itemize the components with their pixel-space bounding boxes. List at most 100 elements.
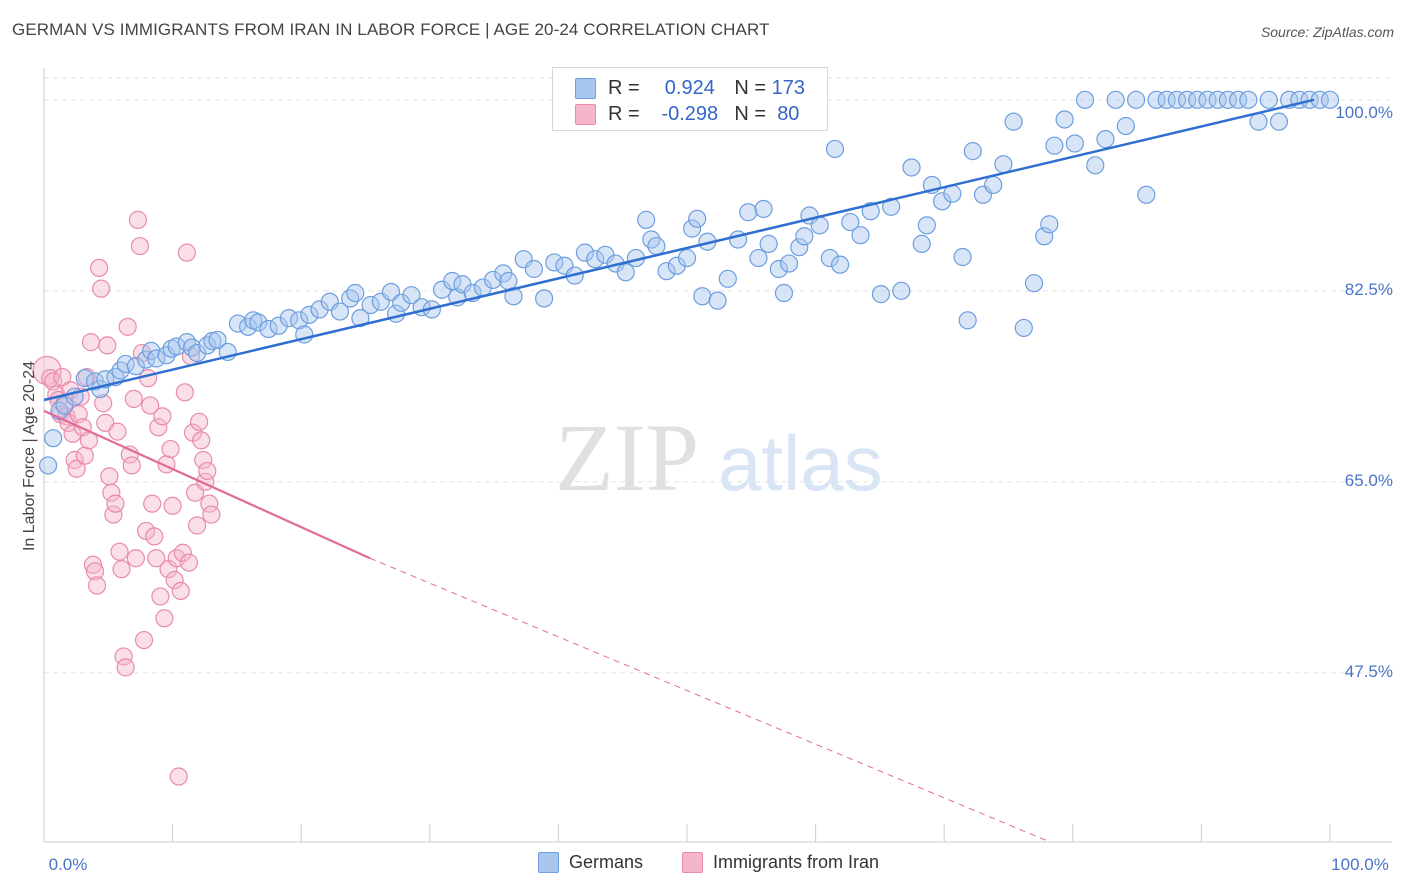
iran-point [165, 570, 184, 590]
germans-point [882, 197, 901, 216]
iran-point [161, 439, 180, 459]
germans-point [1137, 185, 1156, 204]
germans-point [330, 302, 350, 321]
germans-point [637, 210, 656, 229]
tick-labels: 47.5% 65.0% 82.5% 100.0% 0.0% 100.0% [49, 103, 1393, 874]
germans-point [1126, 90, 1146, 109]
x-tick-label: 0.0% [49, 855, 88, 874]
germans-point [790, 238, 809, 257]
germans-point [616, 263, 635, 282]
iran-point [155, 609, 174, 628]
germans-point [657, 262, 676, 281]
iran-point [81, 333, 101, 352]
germans-point [683, 219, 702, 238]
germans-point [1178, 90, 1197, 109]
watermark-zip: ZIP [555, 404, 699, 511]
germans-point [1116, 116, 1135, 136]
iran-point [92, 279, 111, 298]
iran-point [114, 647, 133, 666]
germans-point [667, 256, 686, 275]
germans-point [249, 313, 268, 332]
iran-point [106, 494, 125, 513]
iran-point [141, 396, 160, 415]
iran-points [32, 210, 221, 786]
germans-point [963, 142, 982, 161]
iran-point [130, 236, 150, 256]
legend-series-name: Immigrants from Iran [713, 852, 880, 872]
legend-n-label: N = [734, 102, 767, 125]
germans-trend-line [43, 98, 1315, 402]
germans-point [825, 139, 845, 159]
legend-row-iran: R = -0.298 N = 80 [575, 102, 799, 126]
iran-point [194, 450, 213, 470]
iran-point [200, 494, 219, 513]
germans-point [38, 456, 58, 475]
germans-point [341, 289, 360, 308]
germans-point [810, 216, 829, 235]
iran-point [104, 505, 123, 524]
germans-point [545, 253, 564, 272]
iran-point [128, 210, 147, 229]
germans-point [443, 271, 462, 291]
germans-point [1167, 90, 1187, 109]
iran-point [83, 555, 103, 574]
iran-point [198, 461, 217, 481]
legend-item-germans: Germans [538, 852, 643, 873]
germans-point [1198, 90, 1217, 109]
iran-point [147, 549, 166, 568]
iran-point [110, 542, 129, 561]
iran-point [85, 562, 105, 581]
germans-point [575, 243, 595, 262]
iran-point [122, 456, 141, 475]
legend-row-germans: R = 0.924 N = 173 [575, 76, 805, 100]
trend-lines [43, 98, 1315, 843]
germans-point [1320, 90, 1340, 109]
germans-point [182, 338, 202, 357]
iran-point [87, 576, 107, 595]
iran-point [169, 767, 188, 786]
iran-point [179, 553, 199, 572]
legend-swatch-pink [682, 852, 703, 873]
germans-point [524, 259, 544, 279]
germans-point [1035, 227, 1054, 246]
germans-point [1086, 156, 1105, 175]
y-axis-label: In Labor Force | Age 20-24 [21, 361, 38, 551]
germans-point [861, 202, 880, 221]
germans-point [361, 295, 380, 315]
germans-point [1188, 90, 1207, 109]
germans-point [269, 316, 288, 335]
germans-point [586, 250, 605, 269]
germans-point [126, 357, 145, 376]
germans-point [871, 285, 891, 304]
germans-points [38, 90, 1340, 475]
germans-point [228, 314, 248, 333]
iran-point [90, 258, 109, 278]
germans-point [167, 337, 186, 356]
germans-point [1147, 90, 1166, 109]
germans-point [708, 291, 727, 310]
chart-source: Source: ZipAtlas.com [1260, 24, 1394, 40]
legend-r-label: R = [608, 102, 640, 125]
germans-point [290, 311, 309, 330]
germans-point [739, 203, 758, 222]
iran-point [116, 658, 135, 677]
germans-point [718, 269, 737, 288]
iran-point [190, 412, 209, 431]
iran-trend-extension [369, 557, 1051, 843]
germans-point [75, 369, 94, 388]
germans-point [1208, 90, 1227, 109]
germans-point [994, 155, 1013, 174]
iran-point [163, 496, 182, 515]
iran-point [177, 243, 196, 262]
legend-swatch-blue [575, 77, 596, 99]
iran-point [171, 581, 190, 601]
germans-point [483, 270, 503, 290]
iran-point [67, 459, 86, 478]
iran-point [96, 413, 115, 432]
germans-point [44, 429, 63, 448]
legend-n-value: 173 [771, 76, 805, 99]
germans-point [902, 158, 921, 177]
iran-point [124, 389, 143, 408]
germans-point [958, 311, 977, 330]
